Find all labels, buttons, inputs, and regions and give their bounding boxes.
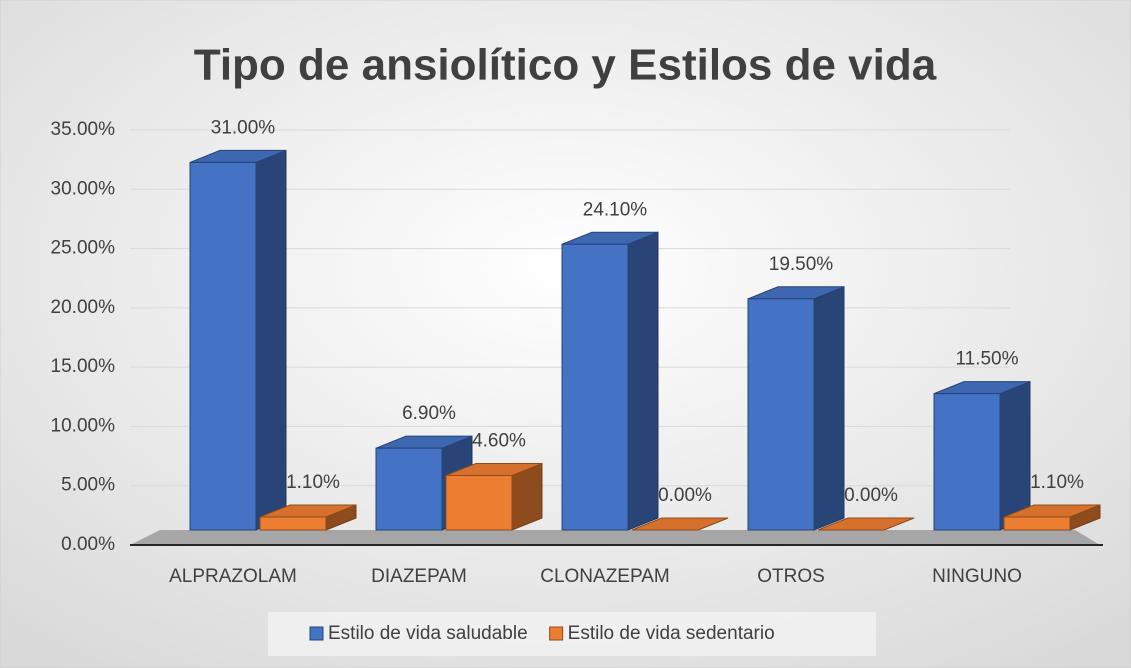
- legend-label: Estilo de vida sedentario: [568, 623, 775, 644]
- bar: [375, 447, 443, 531]
- legend-swatch: [309, 626, 324, 641]
- bar-top: [817, 517, 915, 531]
- bar: [189, 161, 257, 531]
- bar-top: [631, 517, 729, 531]
- data-label: 31.00%: [211, 117, 276, 138]
- data-label: 1.10%: [286, 472, 340, 493]
- bar-side: [255, 149, 287, 531]
- bar-3d: [817, 517, 915, 531]
- floor: [130, 530, 1100, 545]
- data-label: 0.00%: [658, 485, 712, 506]
- legend-box: [268, 612, 876, 656]
- bar-3d: [189, 149, 287, 531]
- bar: [445, 474, 513, 531]
- y-tick-label: 15.00%: [51, 356, 116, 377]
- bar-3d: [259, 504, 357, 531]
- y-tick-label: 30.00%: [51, 178, 116, 199]
- y-tick-label: 0.00%: [61, 534, 115, 555]
- legend-swatch: [549, 626, 564, 641]
- data-label: 0.00%: [844, 485, 898, 506]
- bar: [1003, 516, 1071, 531]
- bar: [747, 298, 815, 531]
- data-label: 24.10%: [583, 199, 648, 220]
- y-tick-label: 35.00%: [51, 119, 116, 140]
- data-label: 11.50%: [955, 349, 1018, 370]
- data-label: 19.50%: [769, 254, 834, 275]
- bar: [561, 243, 629, 531]
- x-tick-label: DIAZEPAM: [371, 566, 467, 587]
- data-label: 4.60%: [472, 430, 526, 451]
- bar-3d: [747, 286, 845, 531]
- data-label: 6.90%: [402, 403, 456, 424]
- bar-side: [813, 286, 845, 531]
- bar-3d: [1003, 504, 1101, 531]
- y-tick-label: 20.00%: [51, 297, 116, 318]
- data-label: 1.10%: [1030, 472, 1084, 493]
- y-tick-label: 5.00%: [61, 475, 115, 496]
- bar-side: [627, 231, 659, 531]
- bar-3d: [631, 517, 729, 531]
- x-tick-label: OTROS: [757, 566, 825, 587]
- x-tick-label: NINGUNO: [932, 566, 1022, 587]
- x-tick-label: CLONAZEPAM: [540, 566, 670, 587]
- bar-3d: [561, 231, 659, 531]
- bar-side: [999, 380, 1031, 531]
- legend-label: Estilo de vida saludable: [328, 623, 528, 644]
- bar-3d: [445, 462, 543, 531]
- chart-title: Tipo de ansiolítico y Estilos de vida: [194, 41, 937, 90]
- y-tick-label: 10.00%: [51, 415, 116, 436]
- bar: [933, 393, 1001, 531]
- bar: [259, 516, 327, 531]
- y-tick-label: 25.00%: [51, 238, 116, 259]
- x-tick-label: ALPRAZOLAM: [169, 566, 297, 587]
- bar-3d: [933, 380, 1031, 531]
